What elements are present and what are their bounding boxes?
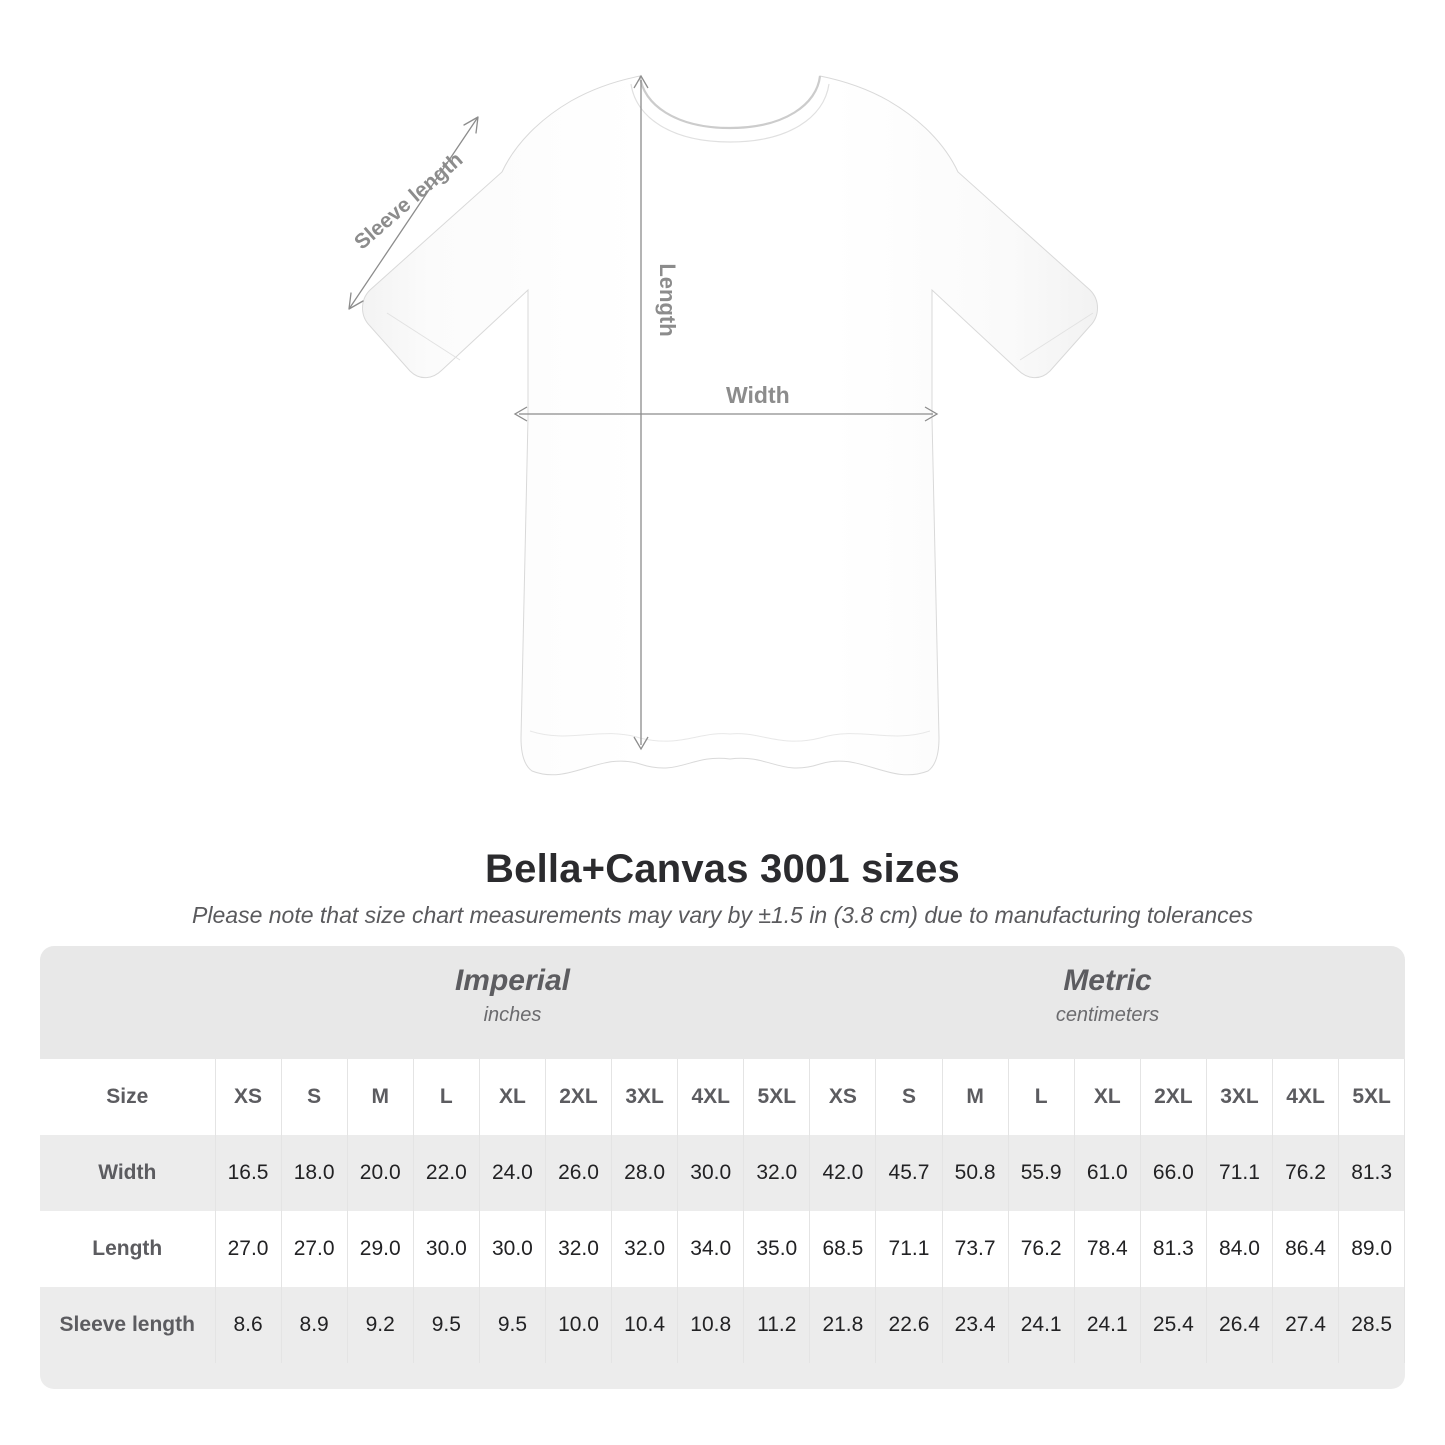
svg-text:Length: Length bbox=[655, 263, 680, 336]
svg-text:Width: Width bbox=[726, 382, 790, 408]
